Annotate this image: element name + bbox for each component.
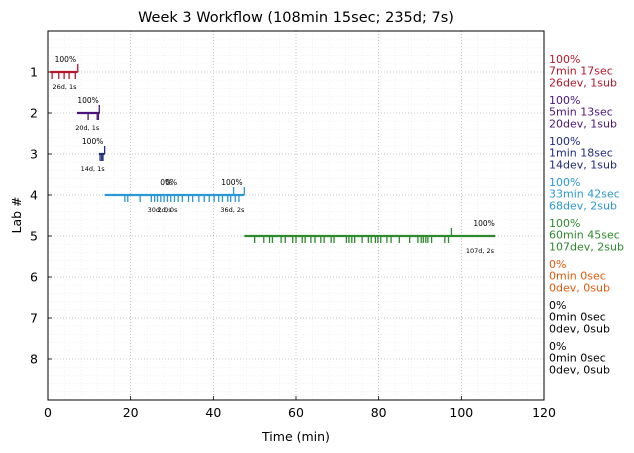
y-axis-label: Lab # [9, 196, 24, 233]
summary-line: 100% [549, 217, 580, 230]
summary-line: 26dev, 1sub [549, 76, 617, 89]
grid [48, 31, 544, 400]
percent-label: 100% [473, 219, 494, 228]
summary-line: 0dev, 0sub [549, 322, 610, 335]
stat-label: 30d, 0s [148, 206, 173, 214]
summary-line: 14dev, 1sub [549, 158, 617, 171]
y-tick-label: 1 [30, 65, 38, 80]
summary-line: 1min 18sec [549, 147, 613, 160]
percent-label: 100% [221, 178, 242, 187]
stat-label: 26d, 1s [53, 83, 78, 91]
summary-line: 100% [549, 135, 580, 148]
lab-2-series: 100% 20d, 1s [75, 96, 100, 132]
summary-line: 100% [549, 94, 580, 107]
y-tick-label: 5 [30, 229, 38, 244]
summary-line: 33min 42sec [549, 188, 620, 201]
summary-line: 0% [549, 340, 566, 353]
percent-label: 100% [55, 55, 76, 64]
percent-label: 100% [77, 96, 98, 105]
x-tick-label: 0 [44, 405, 52, 420]
y-tick-label: 8 [30, 352, 38, 367]
x-tick-label: 100 [449, 405, 473, 420]
stat-label: 107d, 2s [466, 247, 495, 255]
percent-label: 100% [82, 137, 103, 146]
summary-line: 100% [549, 176, 580, 189]
y-tick-label: 2 [30, 106, 38, 121]
summary-line: 0dev, 0sub [549, 281, 610, 294]
summary-line: 0min 0sec [549, 311, 606, 324]
summary-line: 0% [549, 299, 566, 312]
x-tick-label: 40 [205, 405, 221, 420]
x-tick-label: 80 [371, 405, 387, 420]
stat-label: 14d, 1s [81, 165, 106, 173]
summary-line: 0dev, 0sub [549, 363, 610, 376]
summary-line: 100% [549, 53, 580, 66]
stat-label: 2d, 0s [157, 206, 178, 214]
y-tick-label: 3 [30, 147, 38, 162]
lab-5-series: 100% 107d, 2s [244, 219, 496, 255]
y-tick-label: 4 [30, 188, 38, 203]
plot-frame [47, 30, 545, 401]
summary-line: 68dev, 2sub [549, 199, 617, 212]
y-tick-label: 7 [30, 311, 38, 326]
percent-label: 0% [160, 178, 172, 187]
axes: 0 20 40 60 80 100 120 1 2 3 4 5 6 7 8 [30, 65, 556, 421]
lab-3-series: 100% 14d, 1s [81, 137, 106, 173]
lab-1-series: 100% 26d, 1s [50, 55, 79, 91]
x-axis-label: Time (min) [261, 429, 330, 444]
x-tick-label: 20 [123, 405, 139, 420]
percent-label: 0% [165, 178, 177, 187]
x-tick-label: 120 [532, 405, 556, 420]
chart-title: Week 3 Workflow (108min 15sec; 235d; 7s) [138, 10, 454, 26]
summary-line: 0min 0sec [549, 270, 606, 283]
stat-label: 20d, 1s [75, 124, 100, 132]
summary-line: 107dev, 2sub [549, 240, 624, 253]
y-tick-label: 6 [30, 270, 38, 285]
summary-line: 0% [549, 258, 566, 271]
summary-line: 20dev, 1sub [549, 117, 617, 130]
summary-line: 7min 17sec [549, 65, 613, 78]
stat-label: 36d, 2s [220, 206, 245, 214]
summary-line: 5min 13sec [549, 106, 613, 119]
data-series: 100% 26d, 1s 100% 20d, 1s 100% 14d, 1s 100% 36d… [50, 55, 496, 255]
x-tick-label: 60 [288, 405, 304, 420]
summary-line: 60min 45sec [549, 229, 620, 242]
summary-line: 0min 0sec [549, 352, 606, 365]
